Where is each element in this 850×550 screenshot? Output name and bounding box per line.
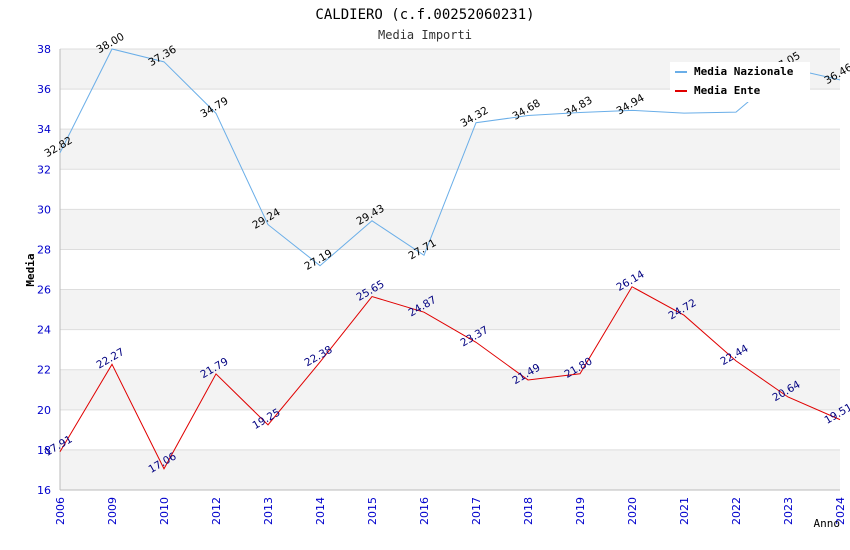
x-tick-label: 2006 [54, 497, 67, 525]
data-label: 22.44 [718, 342, 750, 368]
background-band [60, 289, 840, 330]
x-tick-label: 2023 [782, 497, 795, 525]
y-tick-label: 24 [37, 324, 51, 337]
data-label: 34.94 [614, 92, 646, 118]
x-axis-label: Anno [814, 517, 841, 530]
y-tick-label: 22 [37, 364, 51, 377]
series-lines [59, 48, 841, 470]
legend-label-ente: Media Ente [694, 84, 761, 97]
series-line-media-nazionale [59, 48, 841, 267]
series-line-media-ente [59, 286, 841, 470]
x-tick-label: 2022 [730, 497, 743, 525]
y-tick-label: 34 [37, 123, 51, 136]
x-tick-label: 2009 [106, 497, 119, 525]
x-tick-label: 2014 [314, 497, 327, 525]
x-tick-label: 2018 [522, 497, 535, 525]
legend-box [670, 62, 810, 102]
x-tick-label: 2020 [626, 497, 639, 525]
x-tick-label: 2019 [574, 497, 587, 525]
x-tick-label: 2021 [678, 497, 691, 525]
x-tick-label: 2012 [210, 497, 223, 525]
data-label: 34.79 [198, 95, 230, 120]
y-tick-label: 16 [37, 484, 51, 497]
background-band [60, 209, 840, 250]
y-tick-label: 36 [37, 83, 51, 96]
chart-subtitle: Media Importi [378, 28, 472, 42]
legend: Media Nazionale Media Ente [670, 62, 810, 102]
y-tick-label: 30 [37, 203, 51, 216]
data-label: 34.83 [562, 94, 594, 119]
gridlines [60, 48, 840, 491]
chart-title: CALDIERO (c.f.00252060231) [315, 7, 534, 23]
y-tick-label: 20 [37, 404, 51, 417]
x-tick-label: 2016 [418, 497, 431, 525]
x-tick-label: 2013 [262, 497, 275, 525]
data-label: 22.38 [302, 344, 334, 369]
x-tick-label: 2024 [834, 497, 847, 525]
background-band [60, 369, 840, 410]
background-bands [60, 49, 840, 490]
x-tick-label: 2010 [158, 497, 171, 525]
y-tick-label: 32 [37, 163, 51, 176]
data-label: 19.25 [250, 407, 282, 432]
y-tick-label: 26 [37, 284, 51, 297]
x-tick-label: 2015 [366, 497, 379, 525]
data-label: 27.19 [302, 247, 334, 272]
y-axis-label: Media [24, 253, 37, 286]
background-band [60, 449, 840, 490]
legend-label-nazionale: Media Nazionale [694, 65, 794, 78]
y-tick-label: 18 [37, 444, 51, 457]
background-band [60, 129, 840, 170]
y-tick-label: 38 [37, 43, 51, 56]
x-tick-label: 2017 [470, 497, 483, 525]
y-tick-label: 28 [37, 243, 51, 256]
data-label: 34.68 [510, 97, 542, 122]
